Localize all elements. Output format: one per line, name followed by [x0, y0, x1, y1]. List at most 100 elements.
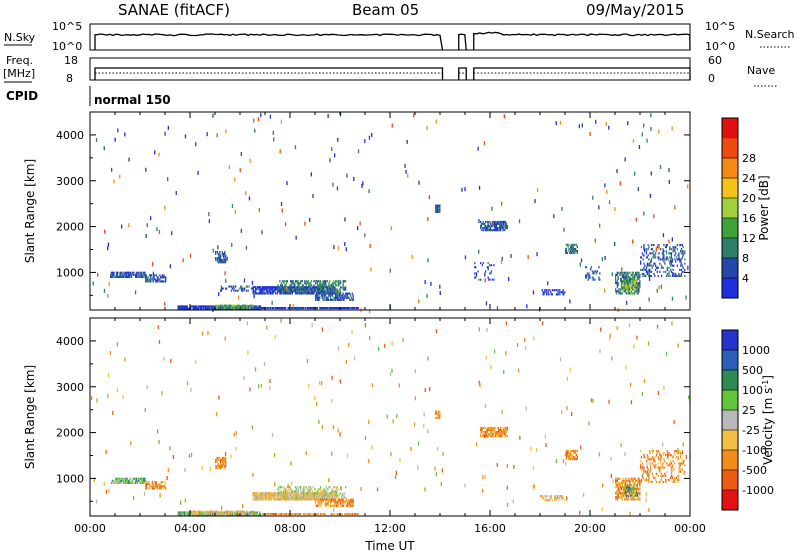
range-gate-cell	[157, 276, 159, 279]
range-gate-cell	[681, 462, 683, 465]
range-gate-cell	[625, 492, 628, 495]
range-gate-cell	[616, 273, 618, 276]
range-gate-cell	[315, 504, 318, 507]
range-gate-cell	[160, 481, 163, 484]
range-gate-cell	[681, 458, 683, 461]
range-gate-cell	[625, 477, 627, 480]
range-gate-cell	[643, 454, 645, 457]
range-gate-cell	[240, 513, 243, 516]
range-gate-cell	[203, 513, 205, 516]
range-gate-cell	[652, 264, 654, 267]
range-gate-cell	[257, 307, 259, 310]
range-gate-cell	[617, 494, 619, 497]
range-gate-cell	[186, 513, 188, 516]
range-gate-cell	[285, 496, 288, 499]
range-gate-cell	[506, 225, 508, 228]
range-gate-cell	[636, 488, 638, 491]
range-gate-cell	[642, 272, 644, 275]
range-gate-cell	[209, 510, 211, 513]
range-gate-cell	[638, 275, 640, 278]
range-gate-cell	[210, 307, 213, 310]
range-gate-cell	[310, 494, 312, 497]
range-gate-cell	[92, 281, 94, 286]
range-gate-cell	[206, 305, 208, 308]
range-gate-cell	[234, 304, 236, 307]
range-gate-cell	[215, 306, 218, 309]
range-gate-cell	[305, 288, 307, 291]
range-gate-cell	[210, 510, 213, 513]
range-gate-cell	[270, 494, 272, 497]
range-gate-cell	[438, 414, 440, 417]
range-gate-cell	[280, 119, 283, 124]
range-gate-cell	[238, 295, 240, 300]
range-gate-cell	[144, 271, 146, 274]
range-gate-cell	[298, 290, 300, 293]
range-gate-cell	[329, 496, 331, 499]
range-gate-cell	[293, 492, 295, 495]
range-gate-cell	[627, 496, 629, 499]
range-gate-cell	[202, 307, 204, 310]
range-gate-cell	[320, 294, 323, 297]
range-gate-cell	[316, 292, 318, 295]
range-gate-cell	[220, 463, 223, 466]
range-gate-cell	[500, 428, 502, 431]
colorbar-tick-label: -500	[742, 464, 767, 477]
range-gate-cell	[280, 284, 283, 287]
range-gate-cell	[326, 307, 328, 310]
range-gate-cell	[278, 513, 280, 516]
range-gate-cell	[265, 498, 268, 501]
nsearch-tick-bottom: 10^0	[705, 40, 735, 53]
range-gate-cell	[658, 458, 660, 461]
range-gate-cell	[331, 496, 333, 499]
range-gate-cell	[259, 513, 261, 516]
range-gate-cell	[668, 252, 670, 255]
range-gate-cell	[323, 282, 325, 285]
range-gate-cell	[120, 275, 123, 278]
range-gate-cell	[659, 466, 661, 469]
range-gate-cell	[238, 510, 240, 513]
range-gate-cell	[594, 278, 596, 281]
range-gate-cell	[572, 252, 574, 255]
range-gate-cell	[280, 290, 282, 293]
range-gate-cell	[485, 431, 487, 434]
range-gate-cell	[275, 496, 277, 499]
velocity-colorbar-frame	[721, 329, 739, 511]
range-gate-cell	[308, 513, 310, 516]
range-gate-cell	[310, 288, 313, 291]
range-gate-cell	[626, 300, 628, 305]
range-gate-cell	[320, 494, 323, 497]
range-gate-cell	[319, 292, 321, 295]
range-gate-cell	[628, 286, 630, 289]
range-gate-cell	[615, 282, 617, 285]
range-gate-cell	[118, 271, 120, 274]
range-gate-cell	[267, 492, 269, 495]
range-gate-cell	[310, 492, 312, 495]
range-gate-cell	[266, 290, 268, 293]
range-gate-cell	[643, 468, 645, 471]
range-gate-cell	[665, 462, 668, 465]
range-gate-cell	[665, 246, 668, 249]
range-gate-cell	[244, 511, 246, 514]
range-gate-cell	[344, 242, 346, 247]
range-gate-cell	[674, 258, 676, 261]
range-gate-cell	[631, 292, 633, 295]
range-gate-cell	[105, 449, 107, 454]
range-gate-cell	[438, 416, 440, 419]
range-gate-cell	[321, 327, 323, 332]
range-gate-cell	[308, 498, 310, 501]
colorbar-tick-label: 24	[742, 172, 756, 185]
range-gate-cell	[127, 273, 129, 276]
range-gate-cell	[205, 512, 207, 515]
range-gate-cell	[321, 496, 323, 499]
range-gate-cell	[264, 494, 266, 497]
range-gate-cell	[435, 472, 437, 477]
range-gate-cell	[143, 477, 145, 480]
range-gate-cell	[483, 229, 485, 232]
range-gate-cell	[616, 479, 618, 482]
range-gate-cell	[665, 246, 667, 249]
range-gate-cell	[665, 270, 667, 273]
range-gate-cell	[646, 264, 648, 267]
range-gate-cell	[660, 274, 663, 277]
range-gate-cell	[641, 392, 644, 396]
range-gate-cell	[164, 485, 166, 488]
